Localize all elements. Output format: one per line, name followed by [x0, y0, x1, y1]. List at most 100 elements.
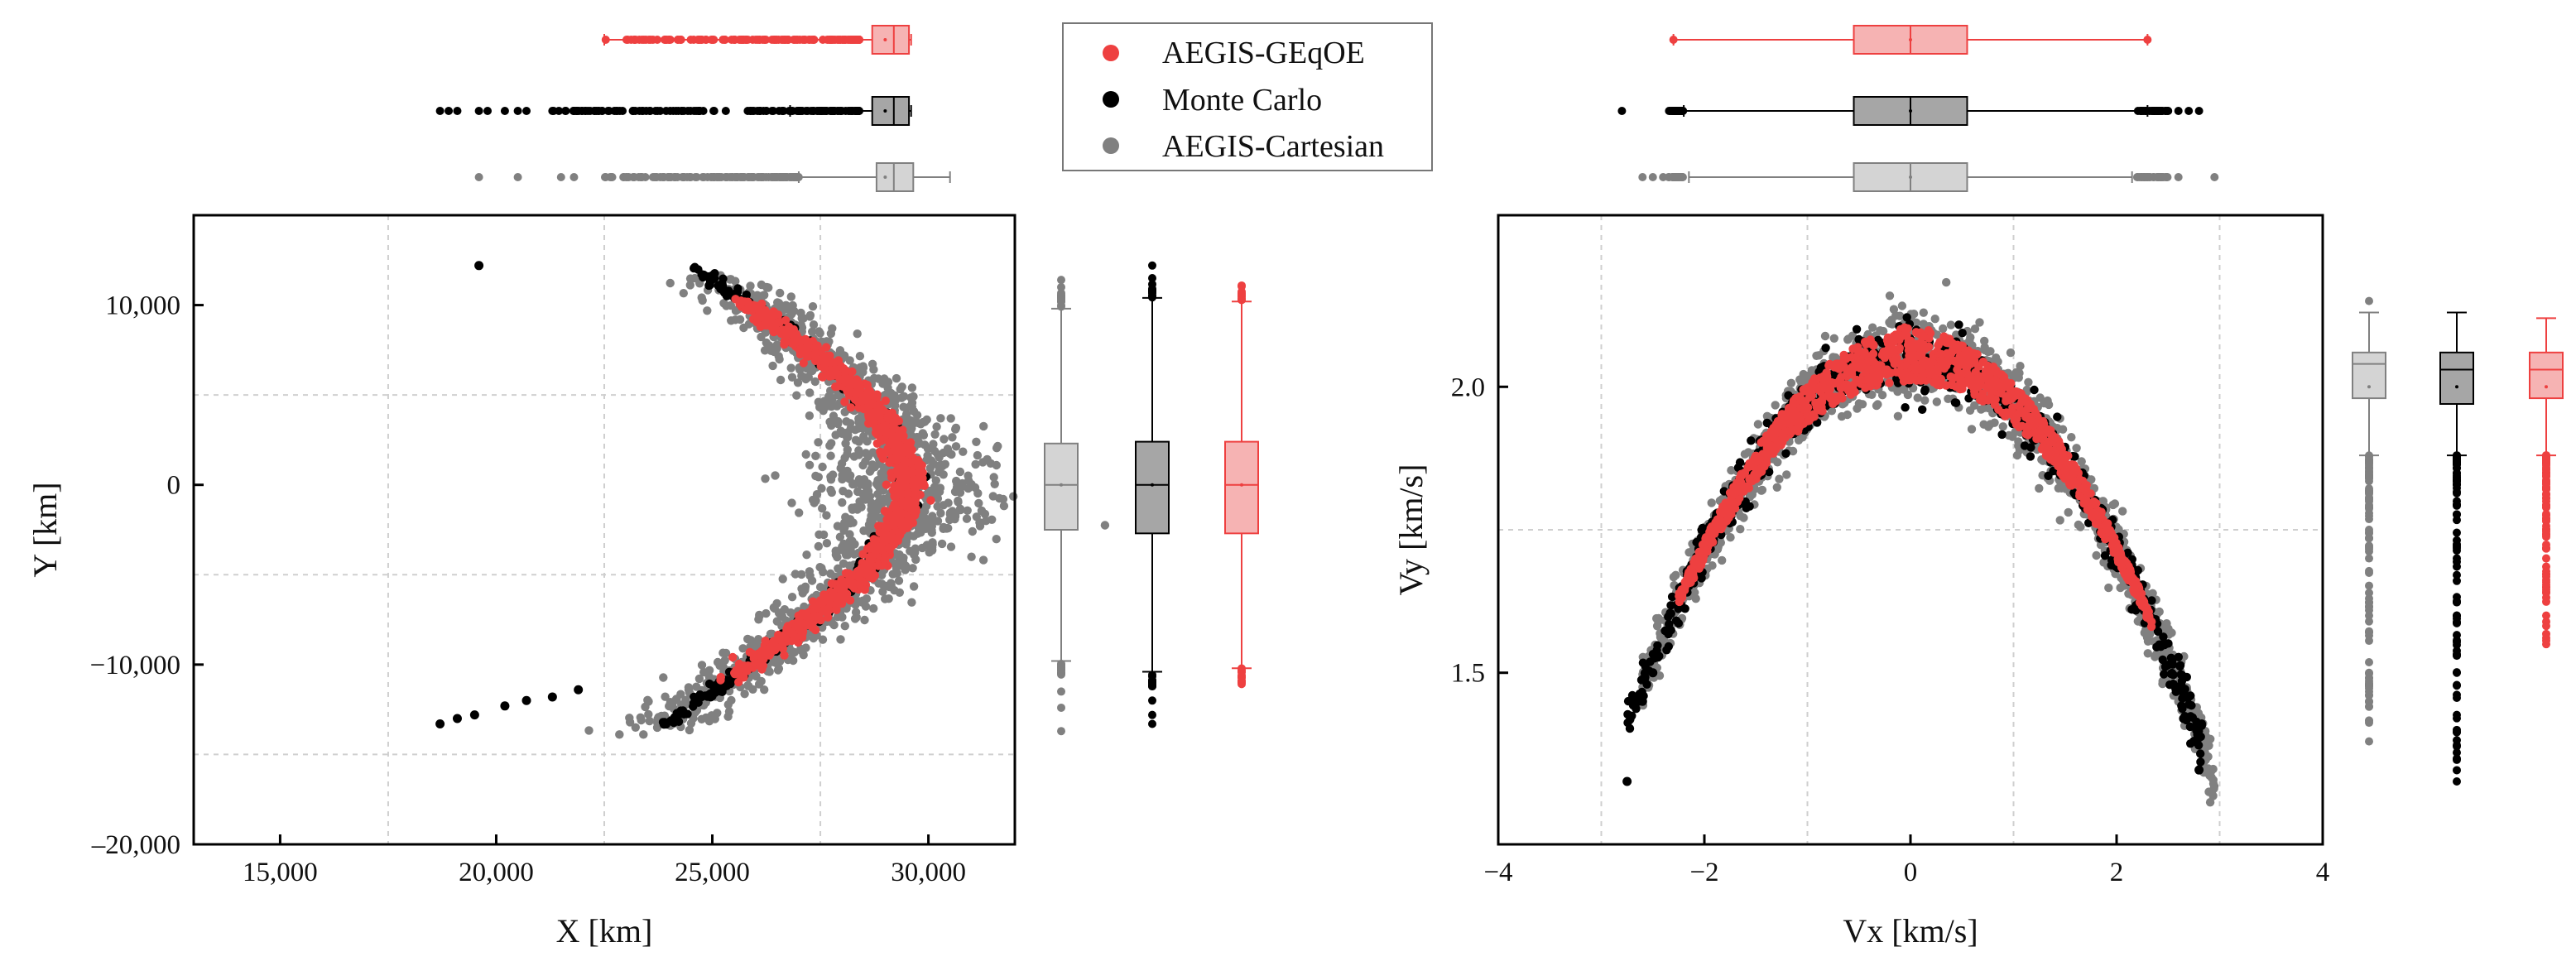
scatter-point	[839, 591, 849, 600]
scatter-point	[666, 278, 675, 288]
left-plot-frame	[192, 214, 1016, 846]
scatter-point	[810, 377, 819, 387]
scatter-point	[948, 507, 957, 516]
boxplot-outlier	[1238, 672, 1246, 681]
scatter-point	[771, 471, 780, 480]
scatter-point	[972, 437, 981, 446]
scatter-point	[718, 274, 728, 283]
scatter-point	[916, 420, 925, 429]
scatter-point	[881, 594, 890, 603]
scatter-point	[818, 607, 827, 616]
boxplot-outlier	[746, 107, 755, 115]
scatter-point	[734, 677, 743, 687]
y-tick-label: 0	[167, 471, 181, 501]
scatter-point	[955, 488, 965, 498]
scatter-point	[788, 619, 797, 629]
scatter-point	[726, 679, 735, 689]
scatter-point	[772, 344, 781, 353]
scatter-point	[808, 302, 818, 311]
scatter-point	[833, 612, 843, 622]
scatter-point	[768, 361, 777, 371]
boxplot-outlier	[445, 107, 454, 115]
scatter-point	[872, 393, 882, 402]
scatter-point	[893, 559, 902, 568]
boxplot-outlier	[615, 107, 624, 115]
boxplot-outlier	[1148, 719, 1156, 728]
scatter-point	[762, 338, 771, 348]
scatter-point	[909, 392, 918, 401]
scatter-point	[2104, 583, 2113, 593]
scatter-point	[786, 292, 795, 301]
scatter-point	[746, 636, 756, 645]
scatter-point	[1889, 305, 1899, 314]
scatter-point	[894, 435, 904, 444]
boxplot-outlier	[1057, 276, 1065, 285]
scatter-point	[644, 709, 653, 719]
boxplot-outlier	[1148, 671, 1156, 680]
scatter-point	[2067, 433, 2076, 442]
scatter-point	[840, 523, 849, 532]
scatter-point	[694, 674, 704, 684]
scatter-point	[819, 597, 828, 607]
scatter-point	[891, 417, 901, 426]
scatter-point	[795, 508, 804, 517]
scatter-point	[818, 462, 827, 472]
scatter-point	[704, 679, 714, 689]
boxplot-outlier	[628, 107, 637, 115]
scatter-point	[731, 315, 740, 324]
scatter-point	[684, 685, 694, 695]
boxplot-box	[1044, 442, 1079, 531]
scatter-point	[867, 498, 877, 507]
scatter-point	[833, 382, 842, 391]
scatter-point	[719, 299, 728, 308]
boxplot-box	[871, 25, 911, 55]
scatter-point	[928, 540, 937, 549]
scatter-point	[945, 514, 955, 523]
boxplot-outlier	[1148, 710, 1156, 719]
scatter-point	[826, 485, 835, 495]
scatter-point	[890, 585, 899, 595]
boxplot-outlier	[737, 36, 746, 44]
boxplot-outlier	[677, 107, 686, 115]
scatter-point	[2006, 348, 2016, 358]
scatter-point	[787, 498, 796, 507]
scatter-point	[914, 455, 923, 465]
boxplot-outlier	[561, 107, 570, 115]
left-x-axis-title: X [km]	[556, 912, 653, 949]
scatter-point	[839, 487, 848, 496]
scatter-point	[831, 550, 841, 560]
scatter-point	[906, 443, 915, 452]
boxplot-box	[1135, 440, 1170, 535]
left-panel: 15,000 20,000 25,000 30,000‒20,000−10,00001…	[26, 25, 1259, 949]
scatter-point	[939, 501, 948, 510]
scatter-point	[1753, 420, 1763, 429]
scatter-point	[880, 555, 889, 564]
scatter-point	[882, 412, 892, 422]
scatter-point	[744, 681, 753, 690]
scatter-point	[815, 329, 824, 338]
scatter-point	[643, 695, 652, 704]
scatter-point	[800, 334, 810, 344]
scatter-point	[923, 451, 932, 460]
boxplot-mean	[883, 109, 887, 113]
scatter-point	[848, 579, 858, 589]
scatter-point	[757, 280, 767, 290]
scatter-point	[899, 402, 908, 411]
scatter-point	[894, 576, 904, 585]
scatter-point	[875, 411, 884, 420]
scatter-outlier	[469, 710, 479, 720]
scatter-point	[697, 661, 707, 670]
scatter-point	[826, 451, 835, 460]
scatter-point	[805, 460, 815, 469]
scatter-point	[865, 492, 875, 501]
legend-marker-monte-carlo	[1103, 91, 1119, 108]
scatter-point	[967, 479, 976, 489]
scatter-point	[2110, 499, 2120, 508]
scatter-point	[979, 421, 988, 431]
boxplot-outlier	[650, 173, 659, 181]
scatter-point	[992, 535, 1001, 544]
scatter-point	[826, 569, 835, 579]
scatter-point	[868, 408, 877, 417]
boxplot-outlier	[827, 36, 836, 44]
scatter-point	[1998, 422, 2007, 431]
